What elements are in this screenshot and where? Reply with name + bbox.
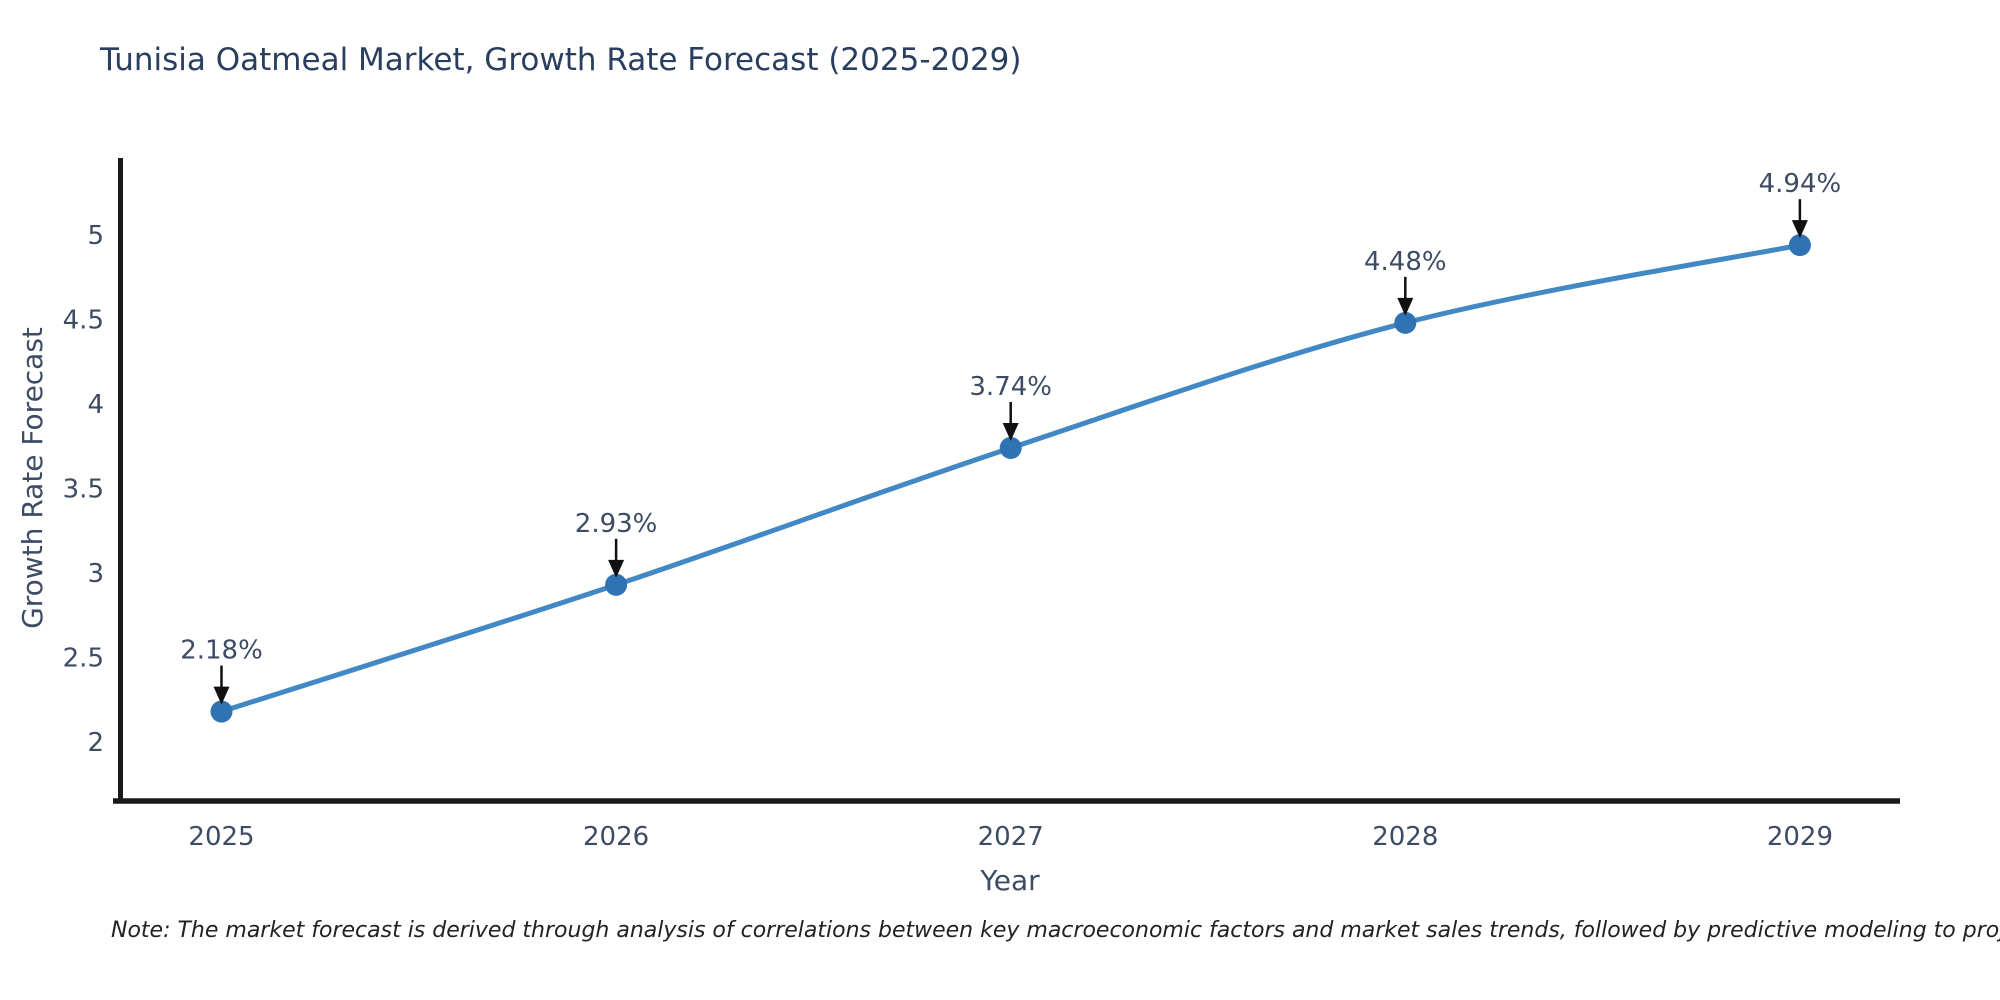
x-axis-title: Year bbox=[980, 864, 1040, 897]
y-tick-label: 5 bbox=[87, 221, 104, 251]
point-value-label: 4.94% bbox=[1759, 169, 1842, 199]
data-point-marker bbox=[1788, 234, 1811, 257]
y-tick-label: 2.5 bbox=[63, 644, 104, 674]
point-value-label: 2.93% bbox=[575, 509, 658, 539]
point-value-label: 3.74% bbox=[969, 372, 1052, 402]
x-tick-label: 2026 bbox=[583, 822, 649, 852]
y-tick-label: 4.5 bbox=[63, 306, 104, 336]
data-point-marker bbox=[1394, 311, 1417, 334]
annotation-arrowhead bbox=[1002, 422, 1019, 441]
annotation-arrowhead bbox=[213, 686, 230, 705]
y-tick-label: 4 bbox=[87, 390, 104, 420]
data-point-marker bbox=[999, 436, 1022, 459]
annotation-arrowhead bbox=[1397, 297, 1414, 316]
x-tick-label: 2028 bbox=[1372, 822, 1438, 852]
annotation-arrowhead bbox=[608, 559, 625, 578]
x-tick-label: 2025 bbox=[188, 822, 254, 852]
data-point-marker bbox=[605, 573, 628, 596]
point-value-label: 2.18% bbox=[180, 636, 263, 666]
x-tick-label: 2027 bbox=[978, 822, 1044, 852]
annotation-arrowhead bbox=[1791, 220, 1808, 239]
y-tick-label: 2 bbox=[87, 728, 104, 758]
point-value-label: 4.48% bbox=[1364, 247, 1447, 277]
trend-line bbox=[219, 242, 1803, 715]
data-point-marker bbox=[210, 700, 233, 723]
footnote: Note: The market forecast is derived thr… bbox=[111, 918, 2000, 943]
chart-title: Tunisia Oatmeal Market, Growth Rate Fore… bbox=[100, 42, 1022, 78]
y-tick-label: 3.5 bbox=[63, 475, 104, 505]
y-tick-label: 3 bbox=[87, 559, 104, 589]
x-tick-label: 2029 bbox=[1767, 822, 1833, 852]
